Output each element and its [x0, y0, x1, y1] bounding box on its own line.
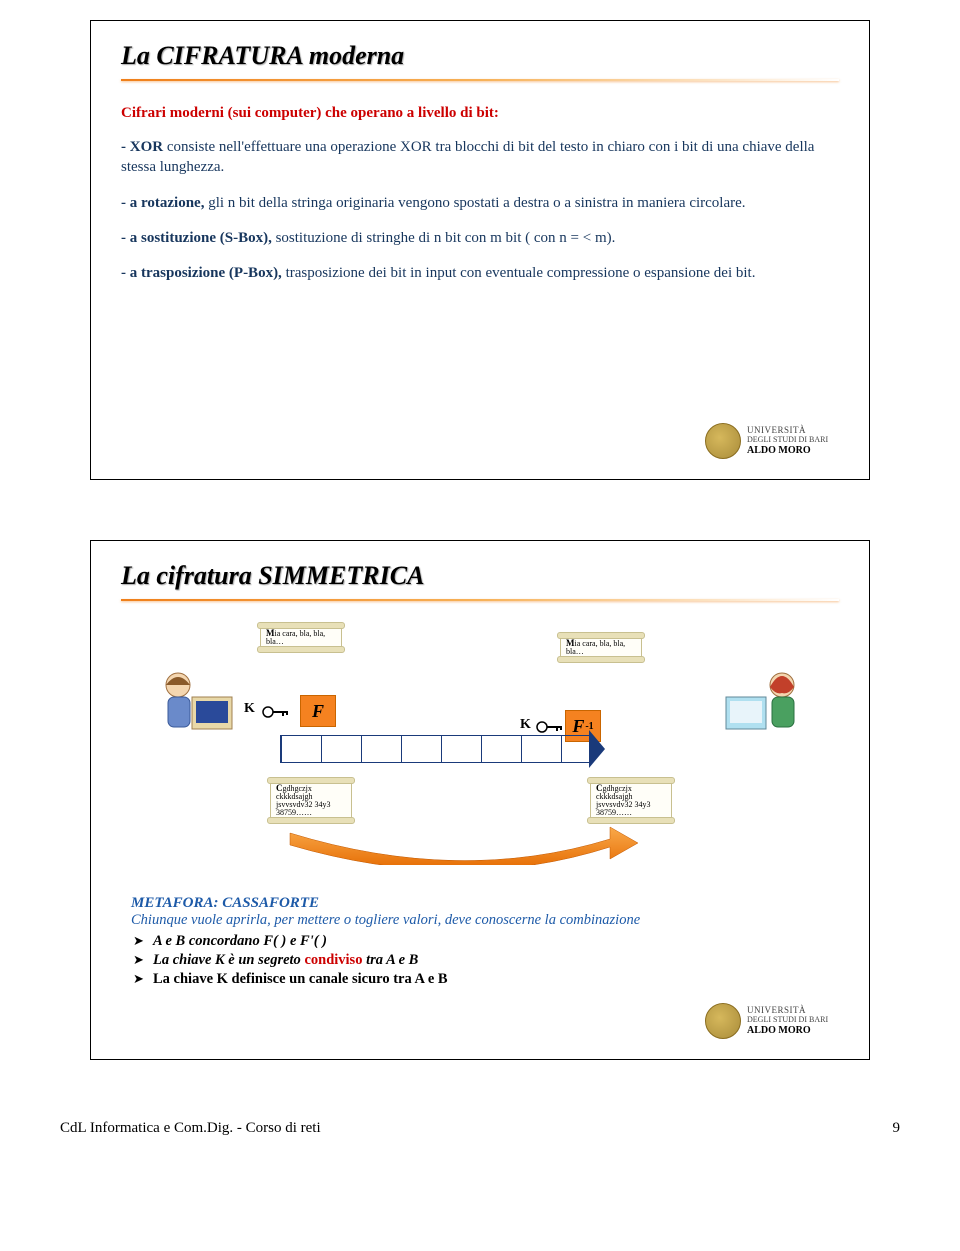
metaphor-block: METAFORA: CASSAFORTE Chiunque vuole apri… — [121, 895, 839, 988]
bullet-2: La chiave K è un segreto condiviso tra A… — [131, 952, 829, 969]
metaphor-line: Chiunque vuole aprirla, per mettere o to… — [131, 912, 829, 929]
plaintext-sender: Mia cara, bla, bla, bla… — [260, 625, 342, 650]
slide-1-subhead: Cifrari moderni (sui computer) che opera… — [121, 105, 839, 122]
logo2-line-3: ALDO MORO — [747, 1025, 828, 1036]
rest-sbox: sostituzione di stringhe di n bit con m … — [272, 230, 616, 246]
item-pbox: - a trasposizione (P-Box), trasposizione… — [121, 263, 839, 283]
bullet-1: A e B concordano F( ) e F'( ) — [131, 933, 829, 950]
bullet-3: La chiave K definisce un canale sicuro t… — [131, 971, 829, 988]
slide-2: La cifratura SIMMETRICA — [90, 540, 870, 1060]
kw-pbox: - a trasposizione (P-Box), — [121, 265, 282, 281]
bullet-1-text: A e B concordano F( ) e F'( ) — [153, 933, 327, 949]
university-logo-2: UNIVERSITÀ DEGLI STUDI DI BARI ALDO MORO — [705, 1003, 845, 1043]
slide-2-title: La cifratura SIMMETRICA — [121, 561, 839, 591]
key-icon-receiver — [536, 720, 564, 734]
item-xor: - XOR consiste nell'effettuare una opera… — [121, 137, 839, 178]
finv-label: F — [572, 716, 584, 737]
cipher-rest-1: gdhgczjx ckkkdsajgh jsvvsvdv32 34y3 3875… — [276, 784, 330, 817]
title-rule — [121, 79, 839, 81]
logo-line-3: ALDO MORO — [747, 445, 828, 456]
plain-rest-1: ia cara, bla, bla, bla… — [266, 629, 325, 646]
metaphor-title: METAFORA: CASSAFORTE — [131, 895, 829, 912]
cipher-rest-2: gdhgczjx ckkkdsajgh jsvvsvdv32 34y3 3875… — [596, 784, 650, 817]
university-logo: UNIVERSITÀ DEGLI STUDI DI BARI ALDO MORO — [705, 423, 845, 463]
key-icon-sender — [262, 705, 290, 719]
sender-icon — [150, 655, 240, 745]
rest-xor: consiste nell'effettuare una operazione … — [121, 139, 814, 175]
receiver-icon — [720, 655, 810, 745]
slide-1-body: - XOR consiste nell'effettuare una opera… — [121, 137, 839, 283]
rest-pbox: trasposizione dei bit in input con event… — [282, 265, 756, 281]
logo2-line-2: DEGLI STUDI DI BARI — [747, 1016, 828, 1025]
page-footer: CdL Informatica e Com.Dig. - Corso di re… — [60, 1120, 900, 1137]
kw-sbox: - a sostituzione (S-Box), — [121, 230, 272, 246]
kw-rot: - a rotazione, — [121, 195, 204, 211]
transfer-arrow-icon — [280, 825, 640, 865]
plaintext-receiver: Mia cara, bla, bla, bla… — [560, 635, 642, 660]
encrypt-function-box: F — [300, 695, 336, 727]
ciphertext-receiver: Cgdhgczjx ckkkdsajgh jsvvsvdv32 34y3 387… — [590, 780, 672, 821]
f-label: F — [312, 701, 324, 722]
logo-text-2: UNIVERSITÀ DEGLI STUDI DI BARI ALDO MORO — [747, 1006, 828, 1036]
item-sbox: - a sostituzione (S-Box), sostituzione d… — [121, 228, 839, 248]
key-label-receiver: K — [520, 717, 531, 733]
bullet-2b: condiviso — [304, 952, 362, 968]
slide-1: La CIFRATURA moderna Cifrari moderni (su… — [90, 20, 870, 480]
rest-rot: gli n bit della stringa originaria vengo… — [204, 195, 745, 211]
title-rule-2 — [121, 599, 839, 601]
key-label-sender: K — [244, 701, 255, 717]
ciphertext-sender: Cgdhgczjx ckkkdsajgh jsvvsvdv32 34y3 387… — [270, 780, 352, 821]
logo-line-2: DEGLI STUDI DI BARI — [747, 436, 828, 445]
plain-rest-2: ia cara, bla, bla, bla… — [566, 639, 625, 656]
bullet-3-text: La chiave K definisce un canale sicuro t… — [153, 971, 448, 987]
slide-1-title: La CIFRATURA moderna — [121, 41, 839, 71]
logo-seal-icon-2 — [705, 1003, 741, 1039]
logo-seal-icon — [705, 423, 741, 459]
symmetric-cipher-diagram: Mia cara, bla, bla, bla… Mia cara, bla, … — [160, 625, 800, 875]
footer-page-number: 9 — [893, 1120, 901, 1137]
item-rotazione: - a rotazione, gli n bit della stringa o… — [121, 193, 839, 213]
bullet-list: A e B concordano F( ) e F'( ) La chiave … — [131, 933, 829, 988]
kw-xor: - XOR — [121, 139, 163, 155]
bullet-2c: tra A e B — [362, 952, 418, 968]
logo-text: UNIVERSITÀ DEGLI STUDI DI BARI ALDO MORO — [747, 426, 828, 456]
footer-left: CdL Informatica e Com.Dig. - Corso di re… — [60, 1120, 321, 1137]
page: La CIFRATURA moderna Cifrari moderni (su… — [0, 0, 960, 1157]
channel-arrow-icon — [280, 735, 591, 763]
bullet-2a: La chiave K è un segreto — [153, 952, 304, 968]
